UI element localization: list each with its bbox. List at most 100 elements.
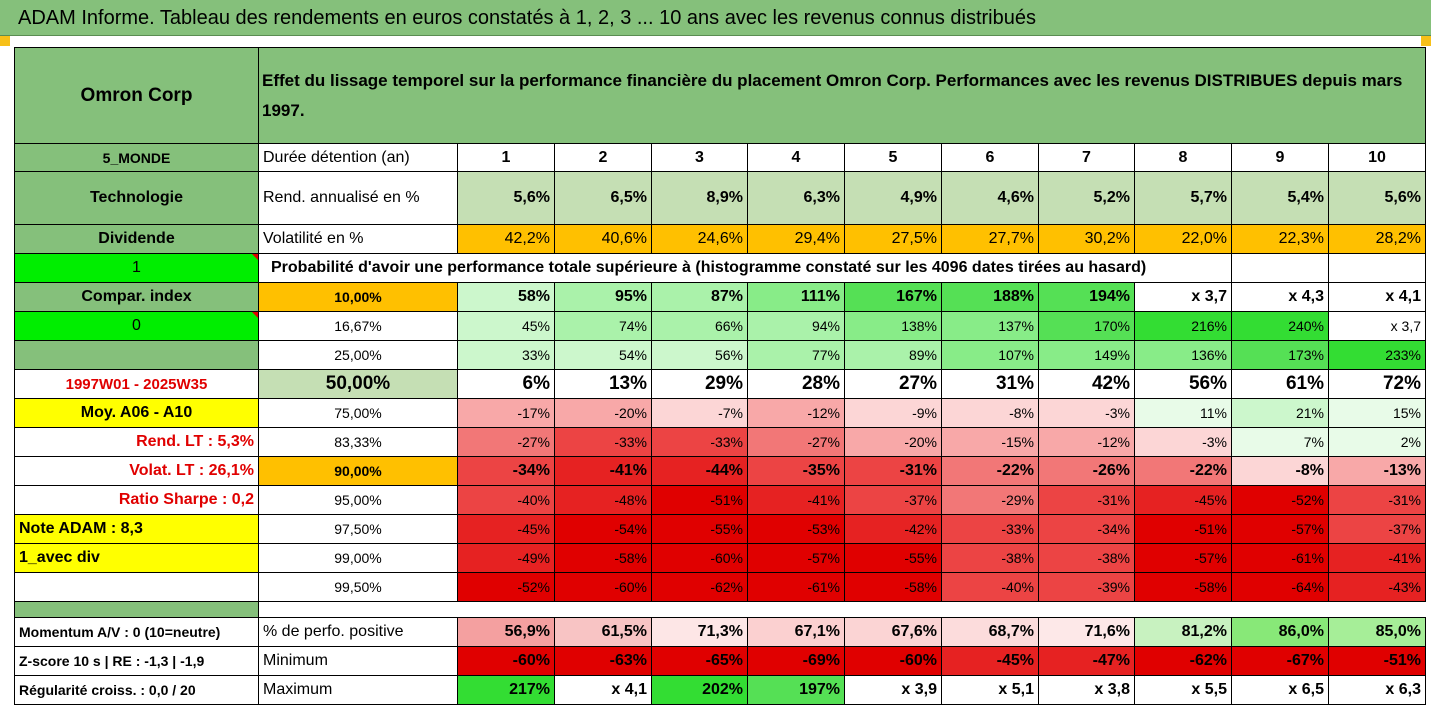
probability-cell: -8% [941, 398, 1039, 428]
zone-label: 5_MONDE [14, 143, 259, 172]
probability-cell: 170% [1038, 311, 1135, 341]
comment-marker [252, 254, 258, 260]
probability-cell: -42% [844, 514, 942, 544]
empty-cell [1231, 253, 1329, 283]
duration-label: Durée détention (an) [258, 143, 458, 172]
volat-cell: 22,3% [1231, 224, 1329, 254]
rend-cell: 8,9% [651, 171, 748, 225]
probability-row: 1997W01 - 2025W35 50,00% 6% 13% 29% 28% 27% 31%… [14, 369, 1426, 399]
green-value-2: 0 [14, 311, 259, 341]
probability-cell: 137% [941, 311, 1039, 341]
bottom-value-cell: 197% [747, 675, 845, 705]
bottom-value-cell: x 4,1 [554, 675, 652, 705]
bottom-value-cell: x 6,5 [1231, 675, 1329, 705]
probability-cell: -27% [747, 427, 845, 457]
bottom-value-cell: 71,6% [1038, 617, 1135, 647]
threshold-cell: 95,00% [258, 485, 458, 515]
year-header: 5 [844, 143, 942, 172]
probability-row: Moy. A06 - A10 75,00% -17% -20% -7% -12% -9% -8… [14, 398, 1426, 428]
probability-cell: 28% [747, 369, 845, 399]
rend-cell: 5,7% [1134, 171, 1232, 225]
threshold-cell: 10,00% [258, 282, 458, 312]
volat-cell: 42,2% [457, 224, 555, 254]
sharpe-label-text: Ratio Sharpe : 0,2 [118, 491, 254, 508]
probability-cell: -57% [1231, 514, 1329, 544]
threshold-cell: 50,00% [258, 369, 458, 399]
probability-cell: -3% [1038, 398, 1135, 428]
probability-cell: -29% [941, 485, 1039, 515]
bottom-value-cell: -63% [554, 646, 652, 676]
corner-marker-left [0, 36, 10, 46]
separator-green [14, 601, 259, 618]
probability-cell: 72% [1328, 369, 1426, 399]
left-blank-cell [14, 572, 259, 602]
probability-cell: 95% [554, 282, 652, 312]
volat-cell: 24,6% [651, 224, 748, 254]
bottom-value-cell: 61,5% [554, 617, 652, 647]
bottom-value-cell: 71,3% [651, 617, 748, 647]
bottom-row-label: Maximum [258, 675, 458, 705]
period-label: 1997W01 - 2025W35 [14, 369, 259, 399]
rend-cell: 5,6% [1328, 171, 1426, 225]
probability-row: 1_avec div 99,00% -49% -58% -60% -57% -55% -38%… [14, 543, 1426, 573]
probability-cell: -17% [457, 398, 555, 428]
bottom-left-label: Z-score 10 s | RE : -1,3 | -1,9 [14, 646, 259, 676]
probability-cell: -31% [1038, 485, 1135, 515]
probability-cell: x 4,3 [1231, 282, 1329, 312]
proba-label: Probabilité d'avoir une performance tota… [258, 253, 1232, 283]
volat-cell: 22,0% [1134, 224, 1232, 254]
probability-row: Ratio Sharpe : 0,2 95,00% -40% -48% -51% -41%… [14, 485, 1426, 515]
volat-cell: 40,6% [554, 224, 652, 254]
volat-cell: 28,2% [1328, 224, 1426, 254]
threshold-cell: 83,33% [258, 427, 458, 457]
probability-cell: 138% [844, 311, 942, 341]
probability-cell: -41% [554, 456, 652, 486]
probability-row: Note ADAM : 8,3 97,50% -45% -54% -55% -53% -42… [14, 514, 1426, 544]
empty-cell [1328, 253, 1426, 283]
probability-cell: -15% [941, 427, 1039, 457]
probability-cell: 11% [1134, 398, 1232, 428]
bottom-value-cell: -62% [1134, 646, 1232, 676]
probability-cell: -12% [747, 398, 845, 428]
probability-cell: -8% [1231, 456, 1329, 486]
rend-lt-label-text: Rend. LT : 5,3% [136, 433, 254, 450]
bottom-value-cell: -65% [651, 646, 748, 676]
bottom-row-label: % de perfo. positive [258, 617, 458, 647]
green-value-1-text: 1 [132, 259, 141, 276]
probability-row: Volat. LT : 26,1% 90,00% -34% -41% -44% -35% -… [14, 456, 1426, 486]
probability-cell: 188% [941, 282, 1039, 312]
probability-cell: 56% [651, 340, 748, 370]
probability-cell: -12% [1038, 427, 1135, 457]
probability-cell: -51% [651, 485, 748, 515]
probability-cell: -37% [844, 485, 942, 515]
probability-cell: -35% [747, 456, 845, 486]
probability-cell: 21% [1231, 398, 1329, 428]
probability-cell: 87% [651, 282, 748, 312]
probability-cell: -52% [1231, 485, 1329, 515]
probability-cell: -54% [554, 514, 652, 544]
rend-cell: 6,5% [554, 171, 652, 225]
sector-label: Technologie [14, 171, 259, 225]
probability-row: 0 16,67% 45% 74% 66% 94% 138% 137% 170% 216% 240% x… [14, 311, 1426, 341]
threshold-cell: 16,67% [258, 311, 458, 341]
year-header: 2 [554, 143, 652, 172]
probability-cell: -40% [457, 485, 555, 515]
probability-cell: x 4,1 [1328, 282, 1426, 312]
probability-cell: -22% [1134, 456, 1232, 486]
bottom-left-label: Régularité croiss. : 0,0 / 20 [14, 675, 259, 705]
probability-cell: -60% [651, 543, 748, 573]
probability-cell: 42% [1038, 369, 1135, 399]
probability-cell: -58% [1134, 572, 1232, 602]
probability-cell: 7% [1231, 427, 1329, 457]
probability-cell: x 3,7 [1134, 282, 1232, 312]
probability-row: Rend. LT : 5,3% 83,33% -27% -33% -33% -27% -20… [14, 427, 1426, 457]
sharpe-label: Ratio Sharpe : 0,2 [14, 485, 259, 515]
bottom-value-cell: 85,0% [1328, 617, 1426, 647]
rend-cell: 5,6% [457, 171, 555, 225]
bottom-row-label: Minimum [258, 646, 458, 676]
probability-cell: 89% [844, 340, 942, 370]
probability-cell: -41% [1328, 543, 1426, 573]
threshold-cell: 97,50% [258, 514, 458, 544]
year-header: 8 [1134, 143, 1232, 172]
